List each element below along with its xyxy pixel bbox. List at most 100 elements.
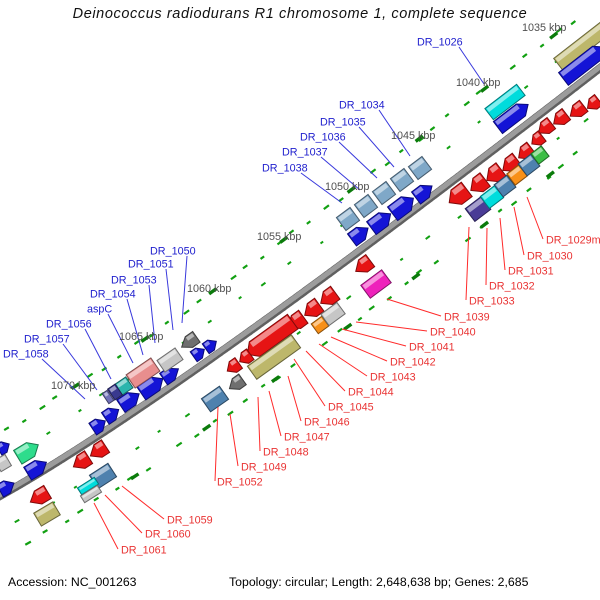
gene-shape[interactable] (353, 193, 379, 219)
gene-arrow[interactable] (33, 501, 61, 527)
gene-arrow[interactable] (320, 301, 346, 327)
gene-arrow[interactable] (464, 195, 492, 223)
gene-arrow[interactable] (23, 456, 51, 481)
gene-arrow[interactable] (246, 334, 302, 380)
gene-shape[interactable] (156, 347, 184, 373)
gene-arrow[interactable] (466, 172, 492, 197)
gene-arrow[interactable] (27, 484, 53, 508)
gene-label[interactable]: DR_1057 (24, 334, 70, 346)
gene-label[interactable]: DR_1043 (370, 372, 416, 384)
gene-label[interactable]: DR_1045 (328, 402, 374, 414)
gene-arrow[interactable] (335, 206, 361, 232)
gene-label[interactable]: DR_1030 (527, 251, 573, 263)
gene-label[interactable]: DR_1034 (339, 100, 385, 112)
gene-arrow[interactable] (242, 313, 299, 361)
gene-arrow[interactable] (492, 98, 532, 135)
gene-arrow[interactable] (407, 155, 433, 181)
gene-shape[interactable] (27, 484, 53, 508)
gene-label[interactable]: DR_1040 (430, 327, 476, 339)
gene-arrow[interactable] (12, 438, 43, 465)
gene-label[interactable]: DR_1044 (348, 387, 394, 399)
gene-arrow[interactable] (530, 145, 550, 165)
gene-shape[interactable] (517, 153, 541, 177)
gene-label[interactable]: DR_1035 (320, 117, 366, 129)
gene-shape[interactable] (493, 174, 517, 198)
gene-arrow[interactable] (552, 20, 600, 72)
gene-label[interactable]: DR_1052 (217, 477, 263, 489)
gene-label[interactable]: DR_1053 (111, 275, 157, 287)
gene-label[interactable]: DR_1061 (121, 545, 167, 557)
gene-label[interactable]: DR_1046 (304, 417, 350, 429)
gene-shape[interactable] (479, 184, 505, 210)
gene-shape[interactable] (178, 330, 201, 353)
gene-arrow[interactable] (410, 180, 437, 205)
gene-shape[interactable] (300, 297, 325, 322)
gene-label[interactable]: DR_1060 (145, 529, 191, 541)
gene-shape[interactable] (246, 334, 302, 380)
gene-arrow[interactable] (125, 357, 161, 389)
gene-shape[interactable] (365, 207, 396, 236)
gene-shape[interactable] (557, 41, 600, 86)
gene-arrow[interactable] (482, 162, 508, 187)
gene-shape[interactable] (224, 356, 244, 377)
gene-arrow[interactable] (100, 404, 122, 425)
gene-arrow[interactable] (69, 450, 94, 473)
gene-label[interactable]: DR_1056 (46, 319, 92, 331)
gene-shape[interactable] (566, 99, 589, 121)
gene-arrow[interactable] (200, 385, 230, 413)
gene-arrow[interactable] (86, 439, 111, 462)
gene-shape[interactable] (530, 145, 550, 165)
gene-shape[interactable] (69, 450, 94, 473)
gene-label[interactable]: DR_1049 (241, 462, 287, 474)
gene-arrow[interactable] (386, 191, 419, 222)
gene-label[interactable]: aspC (87, 304, 112, 316)
gene-label[interactable]: DR_1037 (282, 147, 328, 159)
gene-shape[interactable] (386, 191, 419, 222)
gene-label[interactable]: DR_1032 (489, 281, 535, 293)
gene-arrow[interactable] (236, 348, 255, 367)
gene-shape[interactable] (200, 385, 230, 413)
gene-arrow[interactable] (517, 153, 541, 177)
gene-label[interactable]: DR_1054 (90, 289, 136, 301)
gene-arrow[interactable] (365, 207, 396, 236)
gene-shape[interactable] (484, 83, 526, 121)
gene-arrow[interactable] (353, 193, 379, 219)
gene-arrow[interactable] (115, 388, 144, 414)
gene-arrow[interactable] (557, 41, 600, 86)
gene-label[interactable]: DR_1059 (167, 515, 213, 527)
gene-shape[interactable] (242, 313, 299, 361)
gene-arrow[interactable] (0, 439, 12, 456)
gene-shape[interactable] (360, 269, 392, 299)
gene-arrow[interactable] (479, 184, 505, 210)
gene-shape[interactable] (444, 181, 473, 210)
gene-label[interactable]: DR_1051 (128, 259, 174, 271)
gene-shape[interactable] (407, 155, 433, 181)
gene-shape[interactable] (389, 167, 415, 193)
gene-arrow[interactable] (300, 297, 325, 322)
gene-arrow[interactable] (88, 415, 109, 436)
gene-arrow[interactable] (351, 253, 376, 278)
gene-shape[interactable] (0, 439, 12, 456)
gene-shape[interactable] (86, 439, 111, 462)
gene-arrow[interactable] (444, 181, 473, 210)
gene-arrow[interactable] (156, 347, 184, 373)
gene-shape[interactable] (316, 285, 341, 310)
gene-shape[interactable] (335, 206, 361, 232)
gene-arrow[interactable] (493, 174, 517, 198)
gene-shape[interactable] (464, 195, 492, 223)
gene-shape[interactable] (125, 357, 161, 389)
gene-shape[interactable] (226, 373, 247, 394)
gene-shape[interactable] (351, 253, 376, 278)
gene-label[interactable]: DR_1048 (263, 447, 309, 459)
gene-shape[interactable] (320, 301, 346, 327)
gene-arrow[interactable] (189, 344, 208, 363)
gene-arrow[interactable] (224, 356, 244, 377)
gene-shape[interactable] (552, 20, 600, 72)
gene-arrow[interactable] (316, 285, 341, 310)
gene-arrow[interactable] (549, 107, 572, 130)
gene-arrow[interactable] (76, 476, 100, 496)
gene-label[interactable]: DR_1039 (444, 312, 490, 324)
gene-label[interactable]: DR_1036 (300, 132, 346, 144)
gene-arrow[interactable] (371, 180, 397, 206)
gene-shape[interactable] (371, 180, 397, 206)
